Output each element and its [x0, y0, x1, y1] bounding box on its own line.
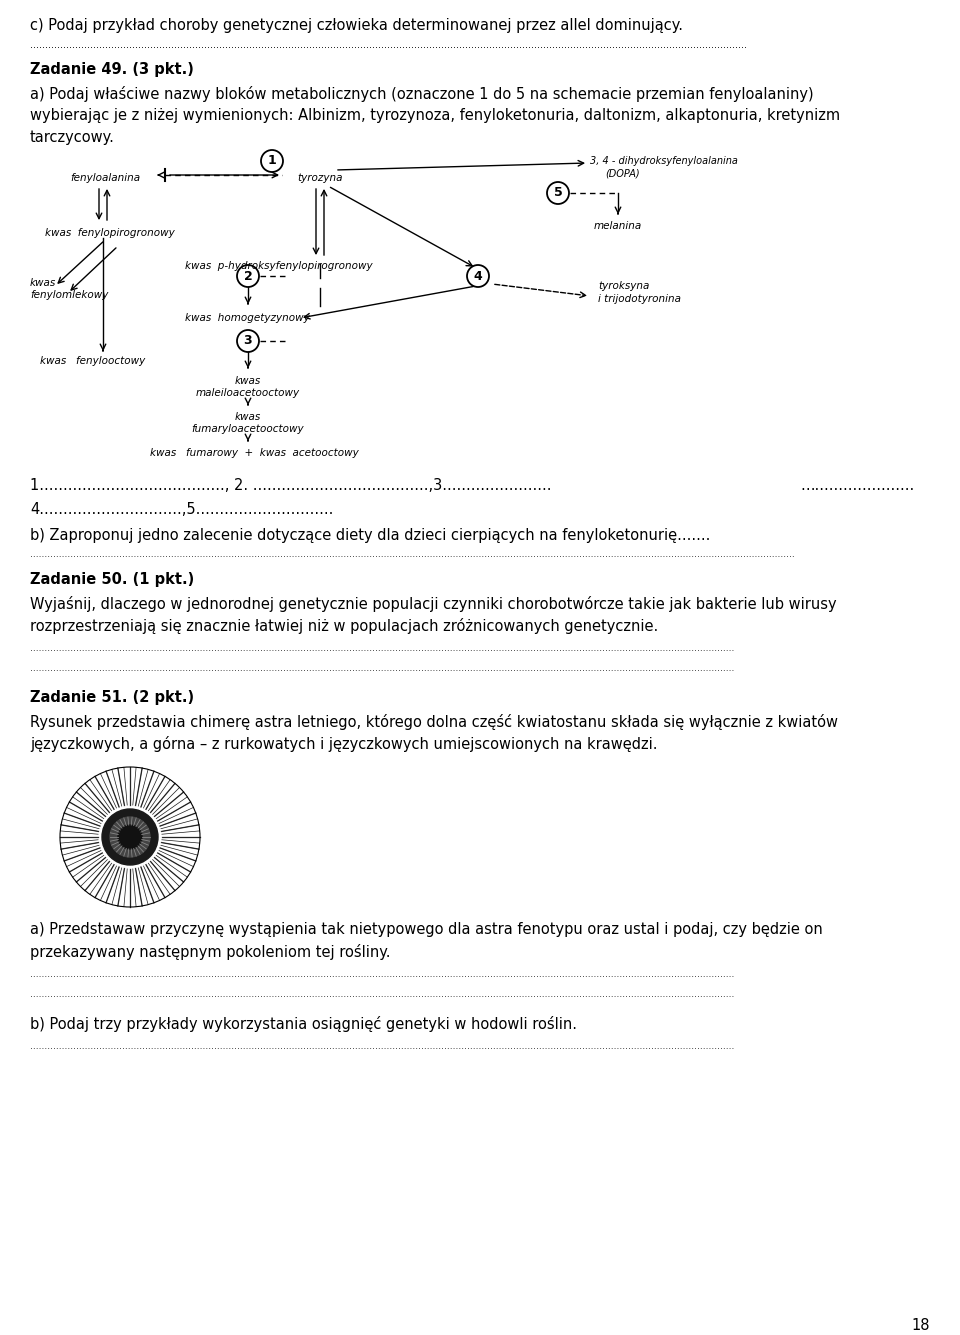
- Text: 18: 18: [911, 1318, 930, 1334]
- Text: ................................................................................: ........................................…: [30, 550, 795, 559]
- Text: 3: 3: [244, 335, 252, 347]
- Text: fumaryloacetooctowy: fumaryloacetooctowy: [192, 425, 304, 434]
- Circle shape: [110, 817, 150, 857]
- Text: melanina: melanina: [594, 222, 642, 231]
- Text: Zadanie 51. (2 pkt.): Zadanie 51. (2 pkt.): [30, 690, 194, 705]
- Text: kwas: kwas: [30, 278, 57, 288]
- Text: tyroksyna: tyroksyna: [598, 280, 649, 291]
- Text: kwas: kwas: [235, 413, 261, 422]
- Text: kwas  homogetyzynowy: kwas homogetyzynowy: [185, 312, 310, 323]
- Text: ................................................................................: ........................................…: [30, 1043, 734, 1051]
- Text: przekazywany następnym pokoleniom tej rośliny.: przekazywany następnym pokoleniom tej ro…: [30, 944, 391, 960]
- Text: tyrozyna: tyrozyna: [298, 174, 343, 183]
- Text: fenylomlekowy: fenylomlekowy: [30, 290, 108, 300]
- Text: maleiloacetooctowy: maleiloacetooctowy: [196, 388, 300, 398]
- Text: kwas  fenylopirogronowy: kwas fenylopirogronowy: [45, 228, 175, 238]
- Text: a) Przedstawaw przyczynę wystąpienia tak nietypowego dla astra fenotypu oraz ust: a) Przedstawaw przyczynę wystąpienia tak…: [30, 922, 823, 937]
- Text: ................................................................................: ........................................…: [30, 991, 734, 999]
- Circle shape: [118, 825, 142, 849]
- Text: 5: 5: [554, 187, 563, 199]
- Text: Wyjaśnij, dlaczego w jednorodnej genetycznie populacji czynniki chorobotwórcze t: Wyjaśnij, dlaczego w jednorodnej genetyc…: [30, 595, 836, 611]
- Text: wybierając je z niżej wymienionych: Albinizm, tyrozynoza, fenyloketonuria, dalto: wybierając je z niżej wymienionych: Albi…: [30, 108, 840, 123]
- Text: 4..............................,5.............................: 4..............................,5.......…: [30, 502, 333, 517]
- Text: Zadanie 50. (1 pkt.): Zadanie 50. (1 pkt.): [30, 571, 194, 587]
- Text: ................................................................................: ........................................…: [30, 40, 747, 49]
- Text: Rysunek przedstawia chimerę astra letniego, którego dolna część kwiatostanu skła: Rysunek przedstawia chimerę astra letnie…: [30, 714, 838, 730]
- Text: ................................................................................: ........................................…: [30, 643, 734, 653]
- Text: a) Podaj właściwe nazwy bloków metabolicznych (oznaczone 1 do 5 na schemacie prz: a) Podaj właściwe nazwy bloków metabolic…: [30, 85, 814, 101]
- Text: b) Podaj trzy przykłady wykorzystania osiągnięć genetyki w hodowli roślin.: b) Podaj trzy przykłady wykorzystania os…: [30, 1016, 577, 1032]
- Text: kwas   fumarowy  +  kwas  acetooctowy: kwas fumarowy + kwas acetooctowy: [150, 449, 359, 458]
- Text: 4: 4: [473, 270, 482, 283]
- Text: 1: 1: [268, 155, 276, 167]
- Text: ….....................: ….....................: [800, 478, 914, 493]
- Text: i trijodotyronina: i trijodotyronina: [598, 294, 681, 304]
- Text: języczkowych, a górna – z rurkowatych i języczkowych umiejscowionych na krawędzi: języczkowych, a górna – z rurkowatych i …: [30, 736, 658, 752]
- Text: 2: 2: [244, 270, 252, 283]
- Text: (DOPA): (DOPA): [605, 170, 639, 179]
- Text: 1..............................…......, 2. .....................................: 1..............................…......, …: [30, 478, 551, 493]
- Text: 3, 4 - dihydroksyfenyloalanina: 3, 4 - dihydroksyfenyloalanina: [590, 156, 738, 166]
- Text: Zadanie 49. (3 pkt.): Zadanie 49. (3 pkt.): [30, 61, 194, 77]
- Text: kwas   fenylooctowy: kwas fenylooctowy: [40, 356, 145, 366]
- Text: tarczycowy.: tarczycowy.: [30, 129, 115, 146]
- Text: ................................................................................: ........................................…: [30, 971, 734, 979]
- Text: rozprzestrzeniają się znacznie łatwiej niż w populacjach zróżnicowanych genetycz: rozprzestrzeniają się znacznie łatwiej n…: [30, 618, 659, 634]
- Circle shape: [102, 809, 158, 865]
- Text: ................................................................................: ........................................…: [30, 663, 734, 673]
- Text: fenyloalanina: fenyloalanina: [70, 174, 140, 183]
- Text: kwas: kwas: [235, 376, 261, 386]
- Text: kwas  p-hydroksyfenylopirogronowy: kwas p-hydroksyfenylopirogronowy: [185, 262, 372, 271]
- Text: c) Podaj przykład choroby genetycznej człowieka determinowanej przez allel domin: c) Podaj przykład choroby genetycznej cz…: [30, 17, 683, 33]
- Text: b) Zaproponuj jedno zalecenie dotyczące diety dla dzieci cierpiących na fenyloke: b) Zaproponuj jedno zalecenie dotyczące …: [30, 529, 710, 543]
